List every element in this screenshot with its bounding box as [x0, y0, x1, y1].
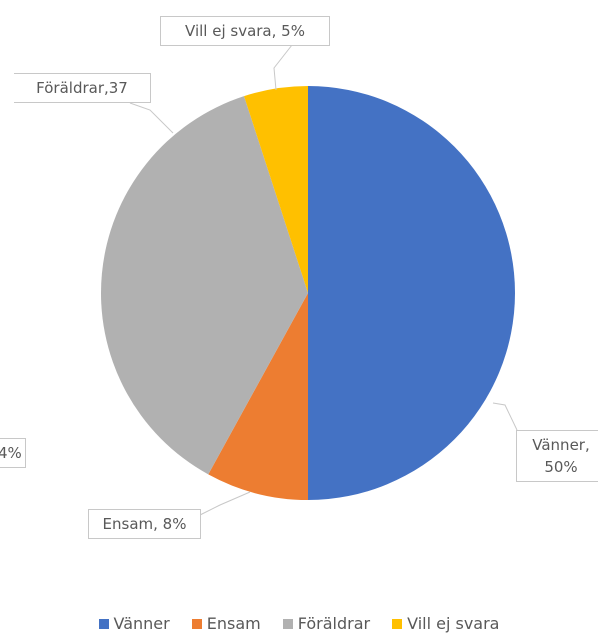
legend-swatch	[392, 618, 403, 629]
legend: Vänner Ensam Föräldrar Vill ej svara	[0, 614, 598, 633]
legend-label: Vill ej svara	[407, 614, 500, 633]
legend-swatch	[98, 618, 109, 629]
leader-lines	[129, 44, 518, 516]
leader-line	[273, 44, 293, 91]
legend-item: Vänner	[98, 614, 170, 633]
data-label: Vänner, 50%	[516, 430, 598, 482]
pie-slice	[308, 86, 515, 500]
pie-slice	[244, 86, 308, 293]
pie-slice	[208, 293, 308, 500]
leader-line	[492, 402, 518, 431]
legend-swatch	[282, 618, 293, 629]
pie	[101, 86, 515, 500]
legend-item: Vill ej svara	[392, 614, 499, 633]
legend-label: Vänner	[113, 614, 170, 633]
legend-label: Föräldrar	[297, 614, 371, 633]
data-label: Vill ej svara, 5%	[160, 16, 330, 46]
pie-slice	[101, 96, 308, 475]
legend-swatch	[191, 618, 202, 629]
leader-line	[129, 102, 174, 134]
legend-label: Ensam	[206, 614, 261, 633]
annotation: 4%	[0, 438, 26, 468]
legend-item: Föräldrar	[282, 614, 371, 633]
data-label: Föräldrar,37	[14, 73, 151, 103]
legend-item: Ensam	[191, 614, 261, 633]
data-label: Ensam, 8%	[88, 509, 201, 539]
leader-line	[199, 491, 251, 516]
